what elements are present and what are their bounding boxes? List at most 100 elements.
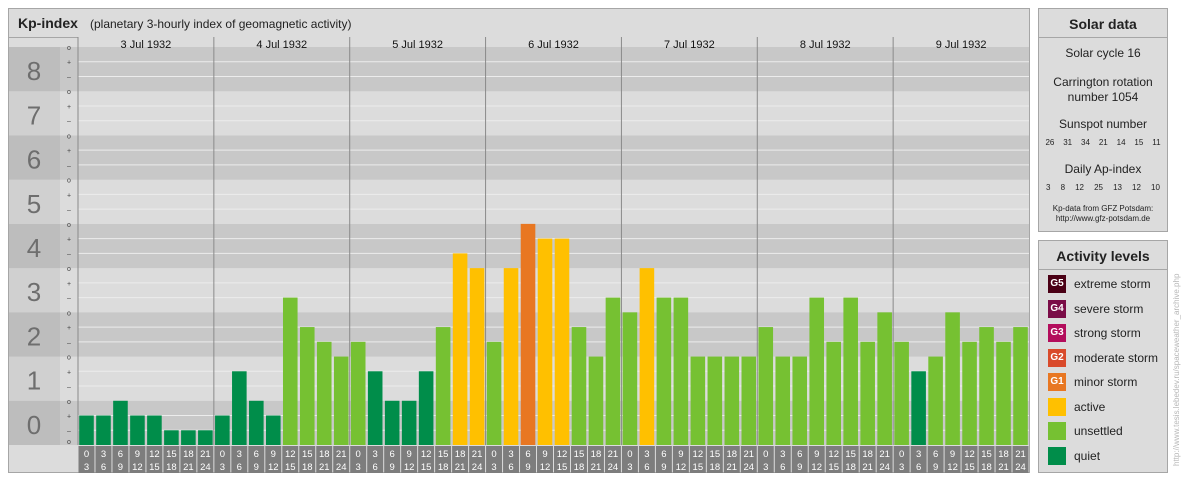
kp-band — [9, 135, 1029, 180]
y-tick-label: 0 — [27, 410, 41, 440]
hour-start-label: 12 — [421, 449, 432, 460]
kp-bar — [299, 327, 315, 445]
legend-label: minor storm — [1074, 375, 1138, 389]
y-minor-label: – — [67, 340, 71, 347]
y-minor-label: o — [67, 399, 71, 406]
sunspot-heading: Sunspot number — [1058, 117, 1148, 131]
day-label: 8 Jul 1932 — [800, 39, 851, 51]
hour-cell — [486, 446, 503, 473]
hour-cell — [231, 446, 248, 473]
hour-start-label: 9 — [678, 449, 683, 460]
sunspot-value: 11 — [1152, 138, 1161, 147]
kp-bar — [266, 415, 281, 445]
hour-end-label: 3 — [491, 462, 496, 473]
kp-bar — [198, 430, 213, 445]
kp-bar — [741, 356, 757, 445]
hour-end-label: 9 — [661, 462, 666, 473]
hour-end-label: 6 — [780, 462, 785, 473]
hour-start-label: 3 — [916, 449, 921, 460]
hour-cell — [367, 446, 384, 473]
hour-cell — [282, 446, 299, 473]
sunspot-value: 21 — [1098, 138, 1108, 147]
kp-bar — [673, 297, 689, 445]
y-minor-label: + — [67, 281, 71, 288]
hour-end-label: 15 — [557, 462, 568, 473]
hour-start-label: 15 — [574, 449, 585, 460]
hour-end-label: 18 — [710, 462, 721, 473]
hour-end-label: 12 — [676, 462, 687, 473]
y-minor-label: + — [67, 237, 71, 244]
kp-bar — [333, 356, 349, 445]
hour-start-label: 21 — [744, 449, 755, 460]
legend-swatch: G1 — [1048, 373, 1066, 391]
hour-start-label: 9 — [407, 449, 412, 460]
kp-bar — [690, 356, 706, 445]
hour-start-label: 21 — [472, 449, 483, 460]
kp-bar — [316, 341, 332, 445]
hour-end-label: 3 — [627, 462, 632, 473]
hour-end-label: 12 — [132, 462, 143, 473]
hour-start-label: 0 — [491, 449, 496, 460]
hour-cell — [180, 446, 197, 473]
hour-cell — [537, 446, 553, 473]
kp-bar — [996, 341, 1011, 445]
hour-cell — [587, 446, 604, 473]
sunspot-value: 31 — [1063, 138, 1073, 147]
hour-start-label: 18 — [998, 449, 1009, 460]
hour-start-label: 6 — [525, 449, 530, 460]
hour-end-label: 15 — [149, 462, 160, 473]
hour-cell — [197, 446, 214, 473]
hour-cell — [808, 446, 825, 473]
kp-bar — [130, 415, 145, 445]
y-minor-label: – — [67, 251, 71, 258]
hour-end-label: 18 — [981, 462, 992, 473]
hour-start-label: 12 — [557, 449, 568, 460]
y-tick-label: 4 — [27, 233, 41, 263]
kp-bar — [962, 341, 977, 445]
hour-end-label: 15 — [964, 462, 975, 473]
kp-bar — [164, 430, 179, 445]
hour-cell — [961, 446, 978, 473]
data-credit-link[interactable]: http://www.gfz-potsdam.de — [1055, 214, 1151, 223]
hour-start-label: 6 — [661, 449, 666, 460]
kp-bar — [809, 297, 825, 445]
kp-bar — [282, 297, 298, 445]
ap-value: 13 — [1113, 183, 1122, 192]
hour-end-label: 9 — [390, 462, 395, 473]
hour-end-label: 15 — [828, 462, 839, 473]
hour-end-label: 12 — [811, 462, 822, 473]
hour-end-label: 6 — [373, 462, 378, 473]
y-minor-label: + — [67, 325, 71, 332]
hour-cell — [604, 446, 621, 473]
hour-cell — [469, 446, 486, 473]
carrington-rotation-line1: Carrington rotation — [1053, 75, 1153, 89]
hour-cell — [163, 446, 180, 473]
hour-end-label: 18 — [302, 462, 313, 473]
y-minor-label: + — [67, 60, 71, 67]
hour-start-label: 9 — [271, 449, 276, 460]
kp-band — [9, 91, 1029, 136]
kp-bar — [792, 356, 808, 445]
hour-start-label: 18 — [727, 449, 738, 460]
hour-start-label: 3 — [373, 449, 378, 460]
day-label: 4 Jul 1932 — [256, 39, 307, 51]
ap-value: 8 — [1060, 183, 1066, 192]
kp-bar-chart: 3 Jul 1932 4 Jul 1932 5 Jul 1932 6 Jul 1932… — [9, 37, 1029, 473]
kp-bar — [181, 430, 196, 445]
hour-end-label: 6 — [508, 462, 513, 473]
hour-end-label: 18 — [166, 462, 177, 473]
hour-cell — [672, 446, 689, 473]
kp-bar — [707, 356, 723, 445]
hour-cell — [1012, 446, 1029, 473]
hour-cell — [944, 446, 961, 473]
ap-value: 3 — [1046, 183, 1051, 192]
hour-end-label: 3 — [356, 462, 361, 473]
y-tick-label: 8 — [27, 56, 41, 86]
y-minor-label: – — [67, 428, 71, 435]
kp-bar — [537, 238, 553, 445]
legend-item: quiet — [1048, 446, 1100, 466]
hour-start-label: 21 — [879, 449, 890, 460]
carrington-rotation-line2: number 1054 — [1067, 90, 1139, 104]
legend-swatch — [1048, 446, 1066, 465]
legend-swatch: G5 — [1048, 275, 1066, 293]
